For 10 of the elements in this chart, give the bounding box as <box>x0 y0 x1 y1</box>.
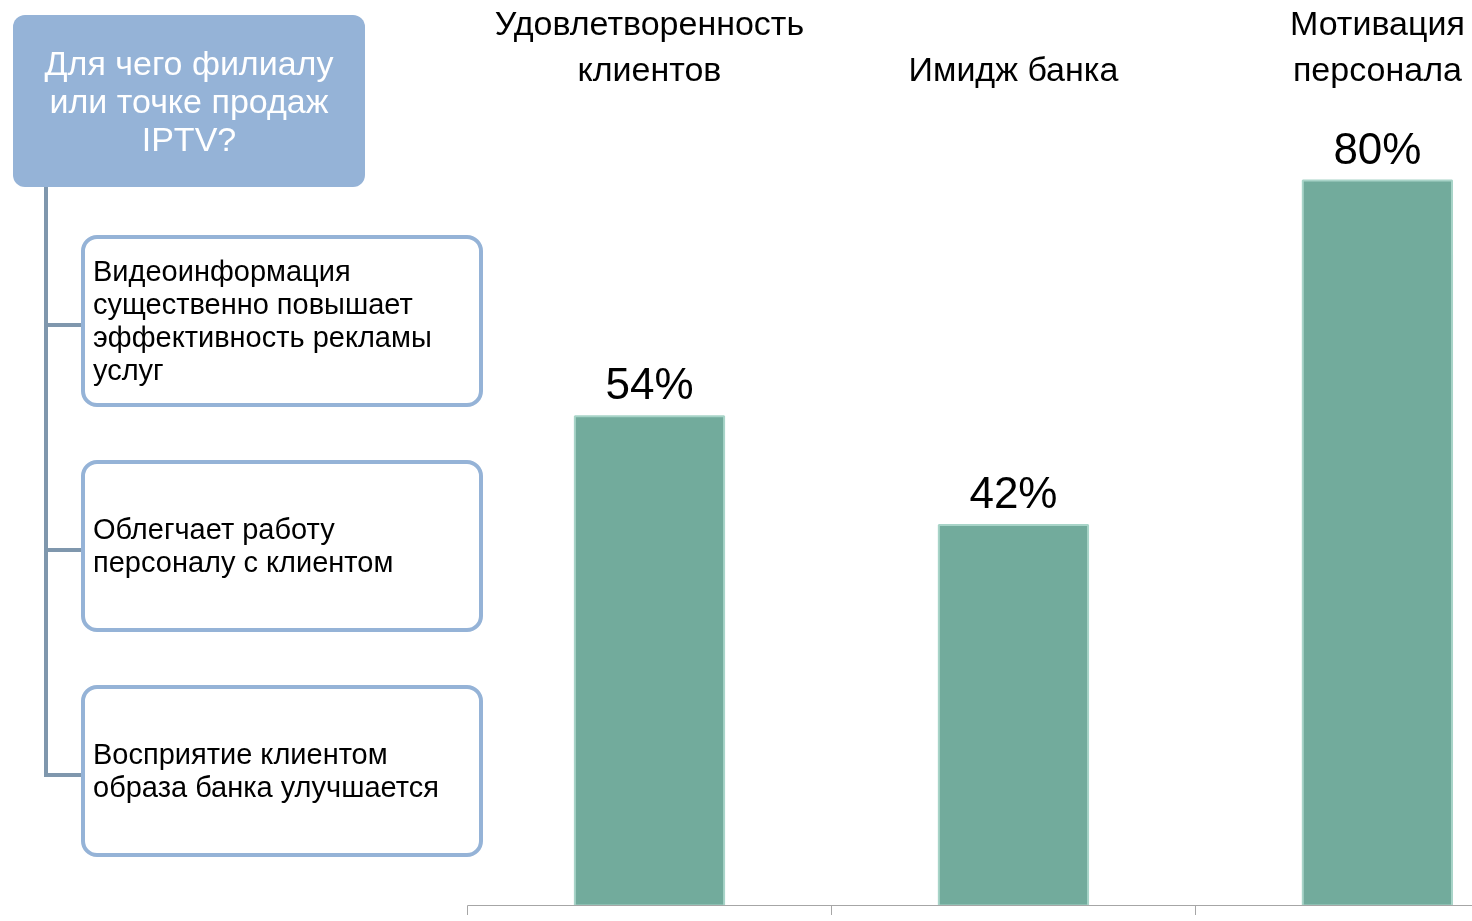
x-tick-label: Имидж банка <box>908 49 1119 88</box>
data-label: 42% <box>969 467 1058 517</box>
picture-text-box: Восприятие клиентом образа банка улучшается <box>81 685 483 857</box>
data-label: 54% <box>605 359 694 409</box>
x-tick-label: Удовлетворенность клиентов <box>494 3 805 88</box>
picture-header-box: Для чего филиалу или точке продаж IPTV? <box>13 15 365 187</box>
picture-text-box: Видеоинформация существенно повышает эффективность рекламы услуг <box>81 235 483 407</box>
x-tick-label: Мотивация персонала <box>1289 3 1465 88</box>
picture-text-box: Облегчает работу персоналу с клиентом <box>81 460 483 632</box>
data-label: 80% <box>1333 123 1422 173</box>
